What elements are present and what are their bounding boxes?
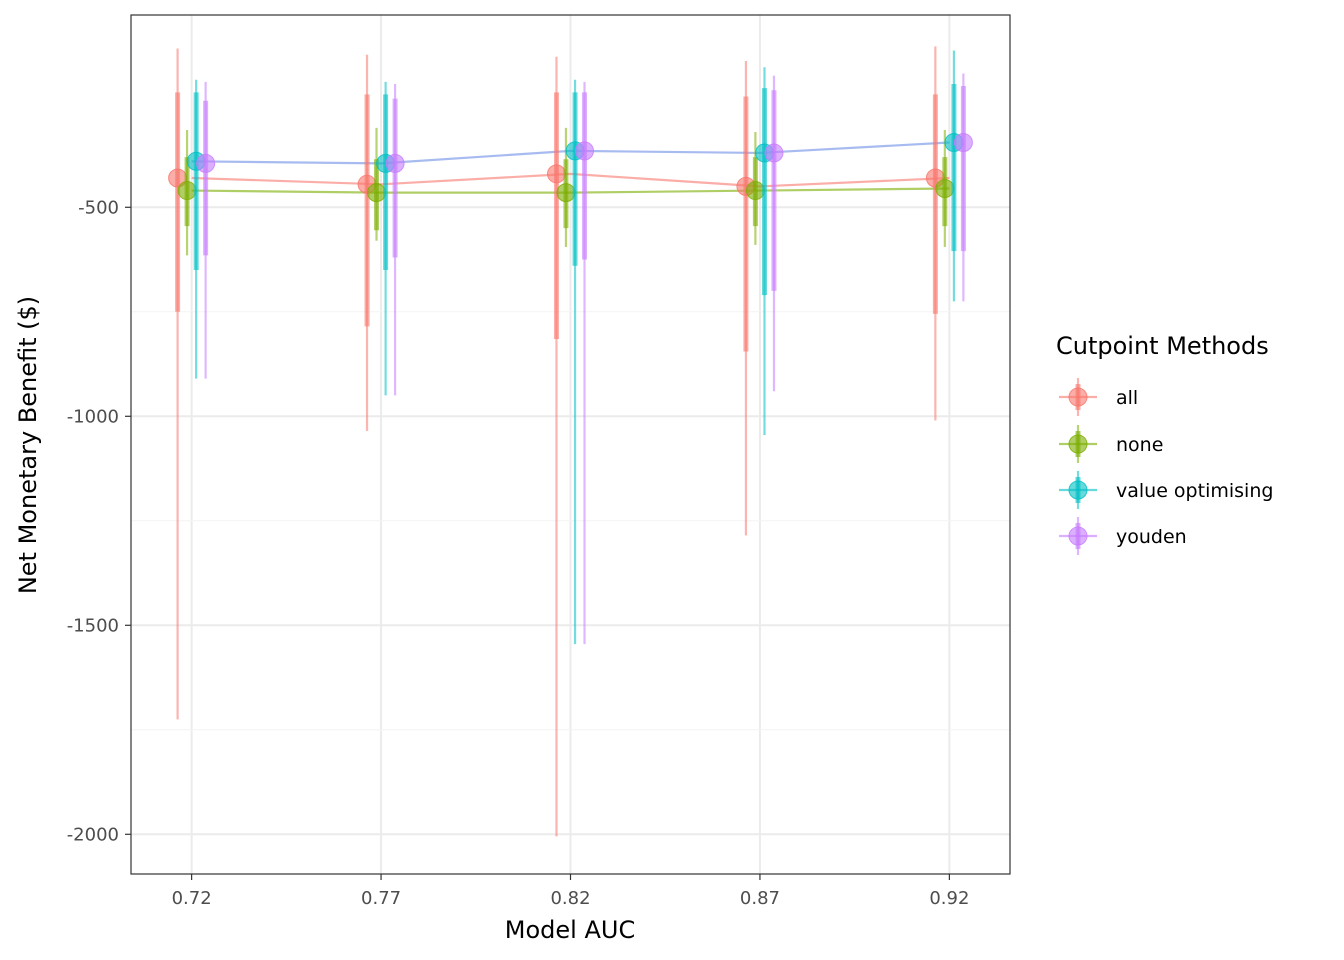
trend-line: [191, 172, 950, 188]
series-none: [177, 127, 955, 256]
series-all: [168, 46, 945, 837]
y-tick-label: -1500: [67, 615, 119, 636]
legend-label: value optimising: [1116, 480, 1273, 502]
legend-key-point: [1068, 387, 1088, 407]
legend: Cutpoint Methods all none value optimising…: [1056, 332, 1273, 555]
median-point: [196, 153, 216, 173]
median-point: [953, 132, 973, 152]
legend-key-point: [1068, 526, 1088, 546]
legend-label: all: [1116, 387, 1138, 409]
x-tick-label: 0.82: [550, 888, 590, 909]
median-point: [385, 153, 405, 173]
x-axis-title: Model AUC: [505, 916, 635, 944]
median-point: [367, 183, 387, 203]
legend-label: youden: [1116, 526, 1187, 548]
x-tick-label: 0.72: [172, 888, 212, 909]
legend-item-youden: youden: [1059, 517, 1187, 555]
y-tick-label: -1000: [67, 406, 119, 427]
x-tick-label: 0.92: [929, 888, 969, 909]
x-tick-label: 0.77: [361, 888, 401, 909]
x-tick-label: 0.87: [740, 888, 780, 909]
legend-item-none: none: [1059, 425, 1163, 463]
series-youden: [196, 73, 973, 645]
legend-title: Cutpoint Methods: [1056, 332, 1269, 360]
axis-layer: 0.72 0.77 0.82 0.87 0.92 -500 -1000 -1500 -2000: [67, 197, 970, 909]
median-point: [764, 143, 784, 163]
series-value-optimising: [186, 50, 964, 645]
median-point: [546, 164, 566, 184]
legend-key-point: [1068, 480, 1088, 500]
legend-item-all: all: [1059, 378, 1138, 416]
y-tick-label: -2000: [67, 824, 119, 845]
y-tick-label: -500: [78, 197, 119, 218]
legend-label: none: [1116, 434, 1163, 456]
legend-items: all none value optimising youden: [1059, 378, 1273, 555]
median-point: [556, 183, 576, 203]
median-point: [575, 141, 595, 161]
legend-item-value-optimising: value optimising: [1059, 471, 1273, 509]
median-point: [177, 181, 197, 201]
median-point: [745, 181, 765, 201]
mark-layer: [168, 46, 973, 837]
y-axis-title: Net Monetary Benefit ($): [14, 296, 42, 594]
median-point: [935, 178, 955, 198]
legend-key-point: [1068, 434, 1088, 454]
